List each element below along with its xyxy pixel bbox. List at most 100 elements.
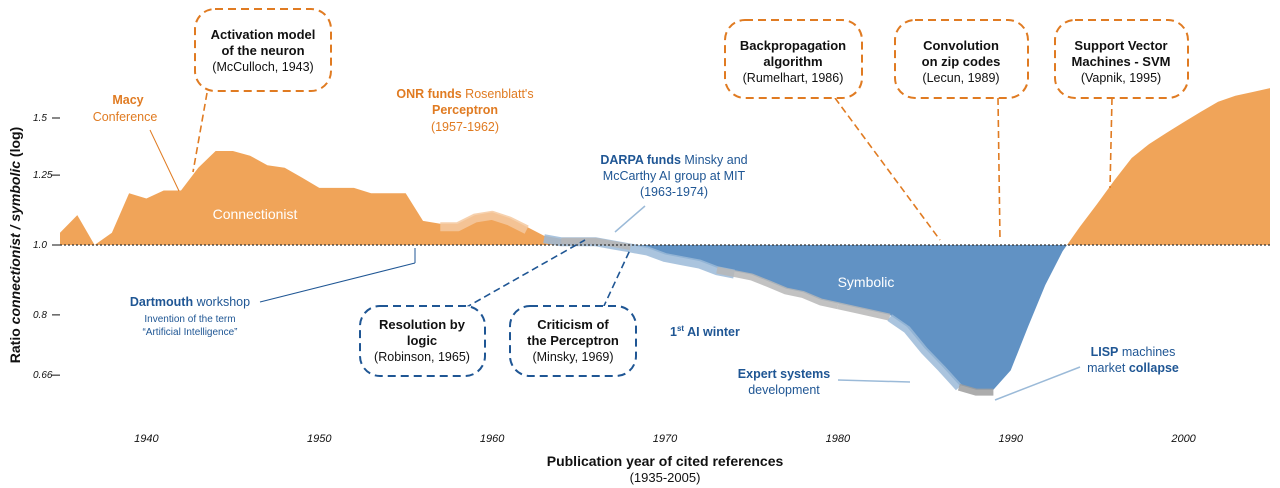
connector-activation [192,92,208,173]
box-activation-normal-0: (McCulloch, 1943) [212,60,313,74]
annotation-lisp-rest: machines [1118,345,1175,359]
annotation-dartmouth-rest: workshop [193,295,250,309]
box-convolution-bold-1: on zip codes [922,54,1001,69]
annotation-lisp-line2: market collapse [1087,361,1179,375]
box-activation-bold-1: of the neuron [221,43,304,58]
free-annotations: Macy Conference ONR funds Rosenblatt's P… [93,87,1179,397]
band-ai-winter-late [837,302,891,321]
annotation-lisp-bold2: collapse [1129,361,1179,375]
region-label-symbolic: Symbolic [838,274,895,290]
box-backprop-bold-1: algorithm [763,54,822,69]
connector-lines [149,92,1113,401]
x-tick-label-1950: 1950 [307,433,332,445]
annotation-darpa-line2: McCarthy AI group at MIT [603,169,746,183]
annotation-lisp-bold: LISP [1091,345,1119,359]
x-tick-label-2000: 2000 [1170,433,1196,445]
annotation-dartmouth-line3: “Artificial Intelligence” [142,327,237,338]
y-tick-label-0.8: 0.8 [33,310,47,321]
x-tick-label-1940: 1940 [134,433,159,445]
y-axis-title-part-1: Ratio [7,324,23,363]
annotation-lisp-market: market [1087,361,1129,375]
annotation-onr-line2: Perceptron [432,103,498,117]
box-criticism-normal-0: (Minsky, 1969) [532,350,613,364]
connector-dartmouth [259,262,416,303]
annotation-dartmouth-bold: Dartmouth [130,295,193,309]
y-tick-label-1.25: 1.25 [33,170,53,181]
x-axis-title: Publication year of cited references [547,453,784,469]
y-axis-ticks: 0.66 0.8 1.0 1.25 1.5 [33,113,60,381]
annotation-darpa-line3: (1963-1974) [640,185,708,199]
box-svm-bold-0: Support Vector [1074,38,1167,53]
annotation-onr-bold: ONR funds [396,87,461,101]
band-ai-winter [716,266,839,310]
annotation-macy-line1: Macy [112,93,143,107]
x-tick-label-1970: 1970 [653,433,678,445]
y-tick-label-0.66: 0.66 [33,370,53,381]
highlight-bands [440,210,994,396]
x-tick-label-1960: 1960 [480,433,505,445]
connector-expert [837,379,911,383]
box-resolution-normal-0: (Robinson, 1965) [374,350,470,364]
y-tick-label-1.5: 1.5 [33,113,47,124]
annotation-boxes [194,8,1189,377]
area-layer [60,88,1270,390]
annotation-ai-winter-rest: AI winter [684,325,740,339]
band-expert-systems [887,314,962,391]
box-backprop-bold-0: Backpropagation [740,38,846,53]
x-axis-subtitle: (1935-2005) [630,470,701,485]
y-axis-title: Ratio connectionist / symbolic (log) [7,127,23,363]
annotation-expert-line1: Expert systems [738,367,830,381]
y-axis-title-part-2: connectionist / symbolic [7,161,23,325]
annotation-onr-rest: Rosenblatt's [462,87,534,101]
connector-macy [149,129,180,192]
box-activation-frame [194,8,332,92]
connector-svm [1109,97,1113,189]
annotation-dartmouth-line2: Invention of the term [144,314,235,325]
box-activation-bold-0: Activation model [211,27,316,42]
y-axis-title-part-3: (log) [7,127,23,161]
box-criticism-frame [509,305,637,377]
box-svm-frame [1054,19,1189,99]
box-criticism-bold-1: the Perceptron [527,333,619,348]
annotation-macy-line2: Conference [93,110,158,124]
annotation-darpa-line1: DARPA funds Minsky and [600,153,747,167]
area-symbolic-1 [630,245,1067,390]
box-convolution-bold-0: Convolution [923,38,999,53]
band-resolution [561,237,631,250]
band-onr-perceptron [440,210,529,234]
region-label-connectionist: Connectionist [213,206,298,222]
box-resolution-bold-1: logic [407,333,437,348]
area-connectionist-0 [60,151,631,245]
annotation-ai-winter: 1st AI winter [670,324,740,339]
box-backprop-frame [724,19,863,99]
band-lisp-collapse [957,383,994,396]
box-convolution-normal-0: (Lecun, 1989) [922,71,999,85]
area-connectionist-2 [1067,88,1270,245]
box-convolution-frame [894,19,1029,99]
connector-darpa [614,205,646,233]
annotation-darpa-rest: Minsky and [681,153,748,167]
y-tick-label-1.0: 1.0 [33,240,47,251]
annotation-dartmouth-line1: Dartmouth workshop [130,295,250,309]
box-backprop-normal-0: (Rumelhart, 1986) [743,71,844,85]
connector-backprop [834,97,941,241]
annotation-darpa-bold: DARPA funds [600,153,681,167]
annotation-ai-winter-sup: st [677,324,684,333]
box-svm-bold-1: Machines - SVM [1072,54,1171,69]
box-svm-normal-0: (Vapnik, 1995) [1081,71,1161,85]
annotation-ai-winter-num: 1 [670,325,677,339]
box-resolution-frame [359,305,486,377]
x-tick-label-1980: 1980 [826,433,851,445]
box-criticism-bold-0: Criticism of [537,317,609,332]
connector-convolution [997,97,1001,241]
annotation-onr-line3: (1957-1962) [431,120,499,134]
connector-criticism [602,249,631,309]
box-resolution-bold-0: Resolution by [379,317,466,332]
annotation-expert-line2: development [748,383,820,397]
x-tick-label-1990: 1990 [998,433,1023,445]
connector-lisp [994,366,1081,401]
x-axis-ticks: 1940 1950 1960 1970 1980 1990 2000 [134,433,1196,445]
